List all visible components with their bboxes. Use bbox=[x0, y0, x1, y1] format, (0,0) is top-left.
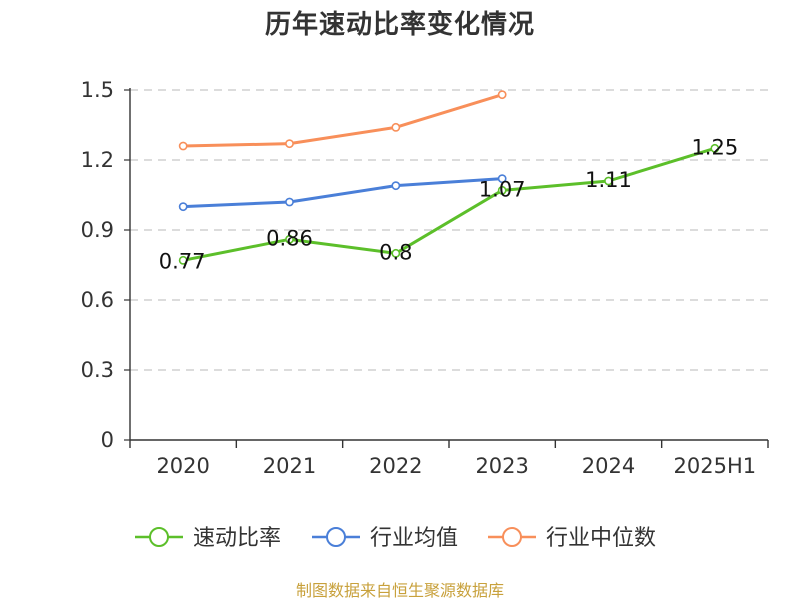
series-行业中位数 bbox=[178, 90, 507, 151]
legend-marker bbox=[326, 527, 346, 547]
series-行业均值 bbox=[178, 174, 507, 212]
x-tick-label: 2025H1 bbox=[674, 454, 757, 478]
data-point bbox=[497, 90, 507, 100]
x-tick-label: 2020 bbox=[156, 454, 209, 478]
data-label: 0.86 bbox=[266, 226, 313, 250]
legend-label: 行业中位数 bbox=[546, 526, 656, 551]
data-point bbox=[391, 122, 401, 132]
data-label: 1.07 bbox=[479, 177, 526, 201]
data-point bbox=[710, 143, 720, 153]
series-line bbox=[183, 93, 503, 148]
data-label: 0.8 bbox=[379, 240, 412, 264]
grid-lines bbox=[130, 89, 768, 371]
legend-item: 行业均值 bbox=[312, 526, 458, 551]
series-lines bbox=[178, 90, 720, 265]
legend: 速动比率 行业均值 行业中位数 bbox=[135, 526, 656, 551]
data-point bbox=[178, 202, 188, 212]
data-point bbox=[178, 255, 188, 265]
legend-item: 速动比率 bbox=[135, 526, 281, 551]
legend-item: 行业中位数 bbox=[488, 526, 656, 551]
data-point bbox=[391, 181, 401, 191]
source-note: 制图数据来自恒生聚源数据库 bbox=[295, 581, 504, 600]
x-tick-label: 2021 bbox=[263, 454, 316, 478]
data-labels: 0.77 0.86 0.8 1.07 1.11 1.25 bbox=[159, 135, 738, 273]
data-point bbox=[285, 197, 294, 207]
data-label: 0.77 bbox=[159, 249, 206, 273]
y-tick-label: 1.2 bbox=[81, 148, 114, 172]
chart-title: 历年速动比率变化情况 bbox=[264, 10, 535, 40]
y-tick-label: 0 bbox=[101, 428, 114, 452]
y-tick-label: 1.5 bbox=[81, 78, 114, 102]
x-tick-label: 2024 bbox=[582, 454, 635, 478]
legend-label: 速动比率 bbox=[193, 526, 281, 551]
data-point bbox=[604, 176, 613, 186]
data-point bbox=[497, 174, 507, 184]
x-tick-label: 2023 bbox=[475, 454, 528, 478]
data-point bbox=[178, 141, 188, 151]
legend-label: 行业均值 bbox=[370, 526, 458, 551]
data-point bbox=[497, 185, 507, 195]
series-line bbox=[183, 177, 503, 209]
axes: 0 0.3 0.6 0.9 1.2 1.5 2020 2021 2022 2023 2024 2025… bbox=[81, 78, 769, 478]
legend-marker bbox=[502, 527, 522, 547]
y-tick-label: 0.9 bbox=[81, 218, 114, 242]
y-tick-label: 0.3 bbox=[81, 358, 114, 382]
data-label: 1.25 bbox=[691, 135, 738, 159]
data-point bbox=[285, 234, 294, 244]
series-速动比率 bbox=[178, 143, 720, 265]
data-point bbox=[285, 139, 294, 149]
series-line bbox=[182, 146, 716, 262]
data-point bbox=[391, 248, 401, 258]
y-tick-label: 0.6 bbox=[81, 288, 114, 312]
data-label: 1.11 bbox=[585, 168, 632, 192]
legend-marker bbox=[149, 527, 169, 547]
x-tick-label: 2022 bbox=[369, 454, 422, 478]
